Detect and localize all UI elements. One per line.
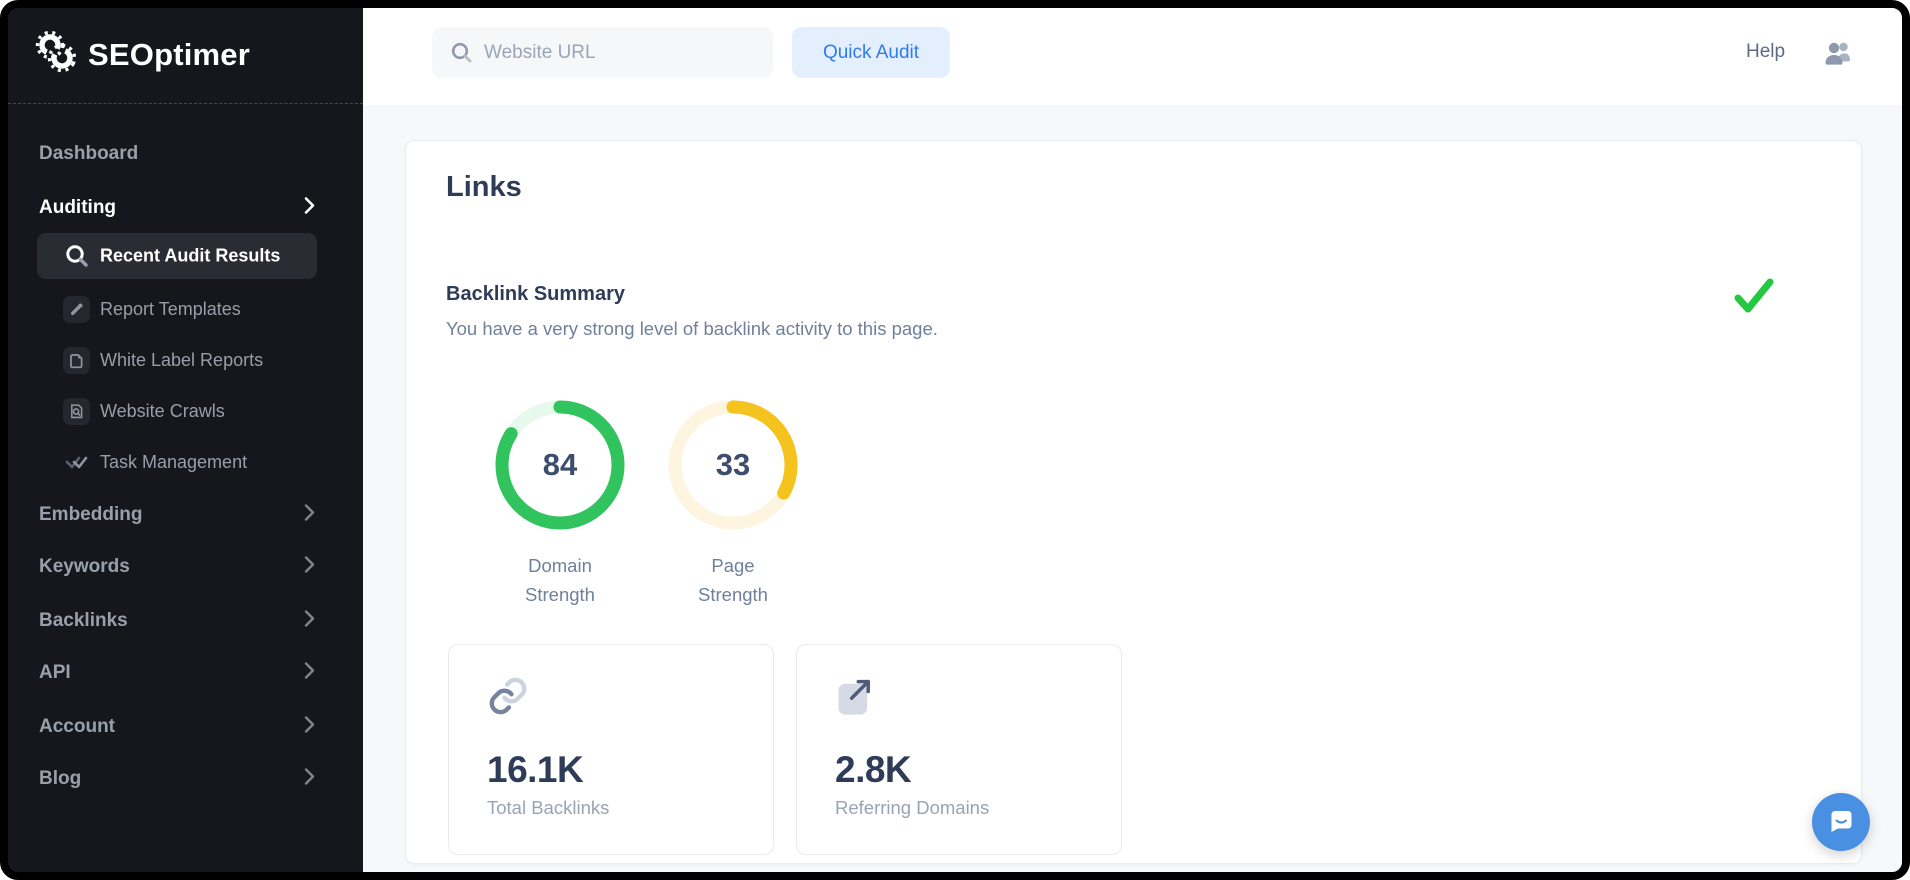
sidebar-divider [8, 103, 363, 104]
sidebar-item-task-management[interactable]: Task Management [8, 445, 363, 479]
chevron-right-icon [304, 610, 315, 633]
quick-audit-button[interactable]: Quick Audit [792, 27, 950, 78]
chat-launcher-button[interactable] [1812, 793, 1870, 851]
sidebar-item-label: Recent Audit Results [100, 245, 281, 266]
referring-domains-card: 2.8K Referring Domains [796, 644, 1122, 855]
sidebar-item-label: Account [39, 716, 115, 737]
sidebar-item-embedding[interactable]: Embedding [8, 500, 363, 530]
sidebar-item-dashboard[interactable]: Dashboard [8, 139, 363, 169]
sidebar-item-label: Keywords [39, 556, 130, 577]
sidebar-item-backlinks[interactable]: Backlinks [8, 606, 363, 636]
domain-strength-gauge: 84 [493, 398, 627, 532]
links-card: Links Backlink Summary You have a very s… [405, 140, 1862, 864]
sidebar: SEOptimer Dashboard Auditing Recent Audi… [8, 8, 363, 872]
page-strength-gauge: 33 [666, 398, 800, 532]
double-check-icon [63, 449, 90, 476]
website-url-input[interactable] [484, 27, 764, 78]
account-users-icon[interactable] [1821, 37, 1855, 71]
referring-domains-label: Referring Domains [835, 797, 990, 818]
website-url-search [432, 27, 773, 78]
chevron-right-icon [304, 197, 315, 220]
help-link[interactable]: Help [1746, 41, 1786, 62]
page-title: Links [446, 171, 522, 203]
sidebar-item-label: Dashboard [39, 143, 139, 164]
chevron-right-icon [304, 556, 315, 579]
domain-strength-label: Domain Strength [525, 555, 595, 605]
crawl-doc-search-icon [63, 397, 90, 425]
brand-logo[interactable]: SEOptimer [34, 28, 250, 81]
total-backlinks-value: 16.1K [487, 749, 584, 790]
sidebar-item-report-templates[interactable]: Report Templates [8, 292, 363, 326]
page-content: Links Backlink Summary You have a very s… [363, 107, 1902, 872]
brand-name: SEOptimer [88, 36, 251, 72]
sidebar-item-website-crawls[interactable]: Website Crawls [8, 394, 363, 428]
sidebar-item-label: API [39, 662, 71, 683]
page-strength-value: 33 [715, 447, 751, 482]
sidebar-item-label: Embedding [39, 504, 143, 525]
domain-strength-value: 84 [542, 447, 578, 482]
sidebar-item-api[interactable]: API [8, 658, 363, 688]
check-icon [1731, 274, 1777, 323]
chevron-right-icon [304, 768, 315, 791]
external-link-icon [835, 675, 875, 724]
sidebar-item-label: White Label Reports [100, 349, 264, 370]
chevron-right-icon [304, 716, 315, 739]
total-backlinks-card: 16.1K Total Backlinks [448, 644, 774, 855]
search-icon [63, 242, 91, 275]
sidebar-item-recent-audit-results[interactable]: Recent Audit Results [37, 233, 317, 279]
gear-logo-icon [34, 28, 78, 81]
sidebar-item-white-label-reports[interactable]: White Label Reports [8, 343, 363, 377]
sidebar-item-keywords[interactable]: Keywords [8, 552, 363, 582]
sidebar-item-label: Report Templates [100, 298, 241, 319]
sidebar-item-auditing[interactable]: Auditing [8, 193, 363, 223]
backlink-summary-title: Backlink Summary [446, 283, 625, 305]
sidebar-item-label: Blog [39, 768, 82, 789]
chat-bubble-icon [1825, 805, 1857, 840]
sidebar-item-account[interactable]: Account [8, 712, 363, 742]
referring-domains-value: 2.8K [835, 749, 912, 790]
pencil-icon [63, 295, 90, 323]
sidebar-item-label: Auditing [39, 197, 117, 218]
topbar: Quick Audit Help [363, 8, 1902, 107]
link-icon [487, 675, 529, 722]
page-strength-label: Page Strength [698, 555, 768, 605]
sidebar-item-label: Website Crawls [100, 400, 225, 421]
backlink-summary-text: You have a very strong level of backlink… [446, 318, 938, 339]
chevron-right-icon [304, 662, 315, 685]
sidebar-item-label: Task Management [100, 451, 248, 472]
total-backlinks-label: Total Backlinks [487, 797, 610, 818]
sidebar-item-blog[interactable]: Blog [8, 764, 363, 794]
sidebar-item-label: Backlinks [39, 610, 128, 631]
report-page-icon [63, 346, 90, 374]
chevron-right-icon [304, 504, 315, 527]
